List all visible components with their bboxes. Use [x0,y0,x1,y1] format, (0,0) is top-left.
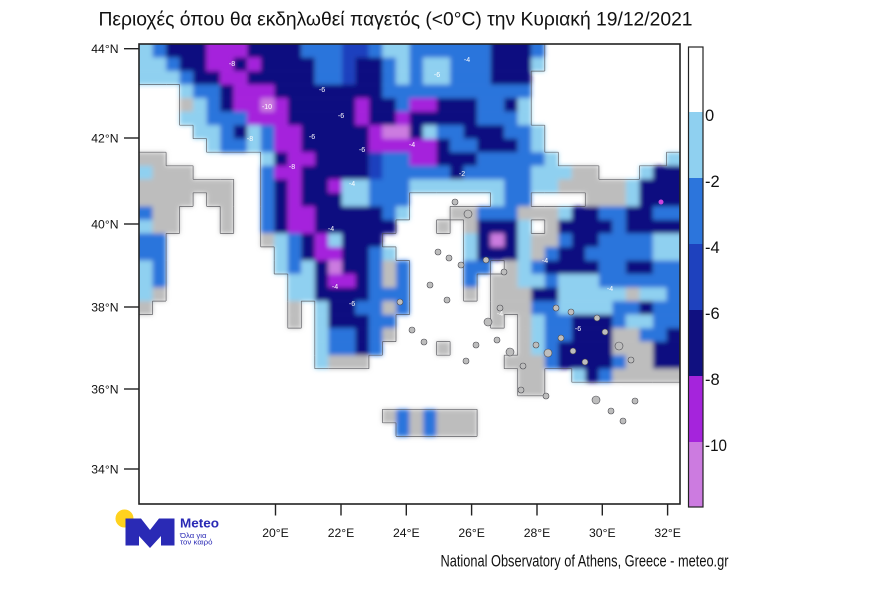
svg-text:40°N: 40°N [91,217,118,231]
svg-text:30°E: 30°E [589,526,616,540]
svg-text:-4: -4 [464,57,470,64]
svg-text:-2: -2 [617,386,623,393]
svg-text:34°N: 34°N [91,462,118,476]
svg-text:τον καιρό: τον καιρό [180,539,213,547]
svg-text:32°E: 32°E [654,526,681,540]
svg-text:26°E: 26°E [458,526,485,540]
svg-text:38°N: 38°N [91,300,118,314]
svg-text:Περιοχές όπου θα εκδηλωθεί παγ: Περιοχές όπου θα εκδηλωθεί παγετός (<0°C… [98,10,692,31]
svg-text:-8: -8 [705,371,720,389]
svg-text:-4: -4 [349,181,355,188]
svg-text:-4: -4 [409,142,415,149]
svg-text:-8: -8 [247,136,253,143]
svg-text:Όλα για: Όλα για [179,533,207,540]
svg-text:-4: -4 [332,284,338,291]
svg-text:-4: -4 [497,311,503,318]
svg-text:24°E: 24°E [393,526,420,540]
svg-text:-2: -2 [583,108,589,115]
svg-text:-4: -4 [542,258,548,265]
svg-text:28°E: 28°E [524,526,551,540]
svg-text:-6: -6 [319,87,325,94]
svg-text:-2: -2 [459,171,465,178]
svg-text:-10: -10 [262,104,272,111]
svg-text:20°E: 20°E [262,526,289,540]
svg-text:-8: -8 [289,164,295,171]
svg-text:-6: -6 [434,72,440,79]
svg-text:-2: -2 [542,90,548,97]
svg-text:-6: -6 [349,301,355,308]
svg-text:42°N: 42°N [91,131,118,145]
svg-text:-6: -6 [338,113,344,120]
svg-text:44°N: 44°N [91,42,118,56]
svg-text:-4: -4 [607,286,613,293]
svg-text:-6: -6 [309,134,315,141]
svg-text:0: 0 [705,107,714,125]
svg-text:-6: -6 [575,326,581,333]
svg-text:-6: -6 [359,147,365,154]
svg-text:-6: -6 [705,305,720,323]
svg-text:-8: -8 [229,61,235,68]
svg-text:Meteo: Meteo [180,515,219,530]
svg-text:-2: -2 [705,173,720,191]
svg-text:-4: -4 [705,239,720,257]
svg-text:National Observatory of Athens: National Observatory of Athens, Greece -… [441,553,729,571]
svg-text:36°N: 36°N [91,382,118,396]
svg-text:-10: -10 [705,437,727,455]
svg-text:22°E: 22°E [328,526,355,540]
svg-text:-4: -4 [328,226,334,233]
